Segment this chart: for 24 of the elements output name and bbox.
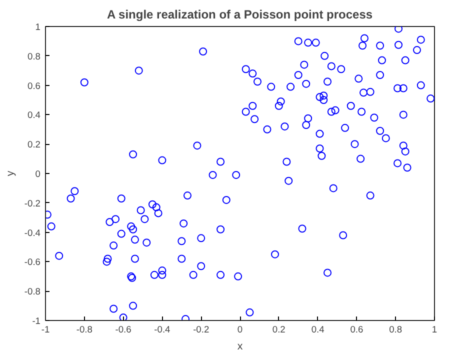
x-tick-label: 0.2 (272, 324, 286, 334)
x-tick-label: 0.4 (311, 324, 324, 334)
y-tick-label: 0.6 (28, 80, 40, 91)
y-tick-label: -1 (32, 316, 41, 326)
y-tick-label: 0 (35, 169, 41, 179)
y-tick-label: -0.4 (24, 228, 41, 238)
x-tick-label: -0.2 (193, 324, 210, 334)
x-tick-label: 1 (432, 324, 438, 334)
y-tick-label: -0.2 (24, 198, 41, 208)
y-tick-label: 0.8 (28, 51, 40, 62)
x-tick-label: -0.6 (115, 324, 132, 334)
y-tick-label: 1 (35, 22, 41, 32)
y-tick-label: 0.4 (28, 110, 40, 120)
x-tick-label: 0.6 (350, 324, 364, 334)
y-tick-label: -0.6 (24, 257, 41, 268)
y-axis-title: y (4, 170, 16, 176)
x-tick-label: 0.8 (389, 324, 402, 334)
y-tick-label: -0.8 (24, 286, 41, 297)
x-axis-title: x (237, 340, 244, 352)
x-tick-label: -0.4 (154, 324, 170, 334)
y-tick-label: 0.2 (28, 140, 40, 150)
x-tick-label: -0.8 (76, 324, 92, 334)
chart-title: A single realization of a Poisson point process (106, 8, 373, 22)
x-tick-label: 0 (237, 324, 243, 334)
